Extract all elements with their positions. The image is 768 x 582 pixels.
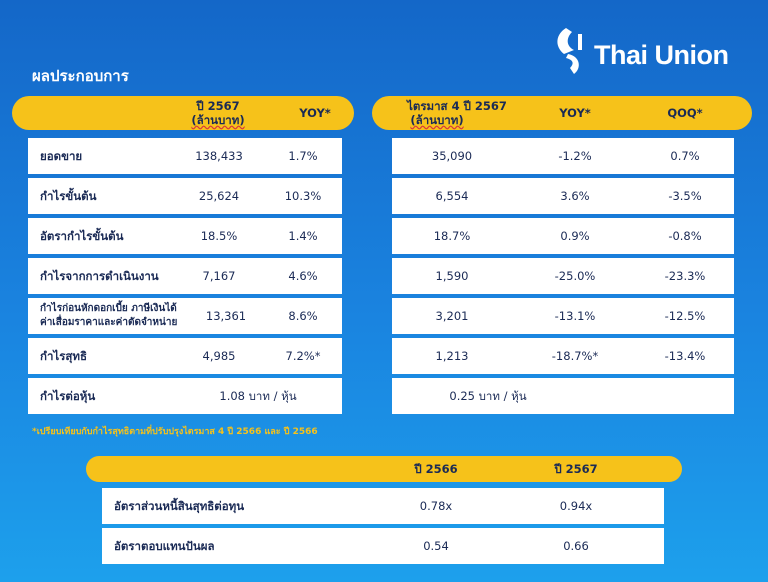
bottom-table-header: ปี 2566 ปี 2567 [86, 456, 682, 482]
row-label: กำไรต่อหุ้น [40, 389, 96, 403]
thai-union-logo [557, 28, 582, 74]
table-row: กำไรสุทธิ 4,985 7.2%* [28, 338, 342, 374]
table-row: อัตราส่วนหนี้สินสุทธิต่อทุน 0.78x 0.94x [102, 488, 664, 524]
footnote: *เปรียบเทียบกับกำไรสุทธิตามที่ปรับปรุงไต… [32, 427, 318, 437]
row-value-yoy: -25.0% [554, 269, 596, 283]
row-value-qoq: -13.4% [664, 349, 706, 363]
row-value-2567: 0.94x [559, 499, 593, 513]
row-label: อัตรากำไรขั้นต้น [40, 229, 124, 243]
page-title: ผลประกอบการ [32, 67, 129, 85]
table-row: 0.25 บาท / หุ้น [392, 378, 734, 414]
row-value-yoy: 0.9% [560, 229, 590, 243]
row-value-yoy: -13.1% [554, 309, 596, 323]
left-header-yoy: YOY* [299, 106, 331, 120]
row-value-yoy: 4.6% [288, 269, 318, 283]
row-value-q4: 18.7% [433, 229, 471, 243]
row-value-yoy: 1.7% [288, 149, 318, 163]
logo-text: Thai Union [594, 40, 729, 70]
row-value-yoy: 1.4% [288, 229, 318, 243]
row-value-q4: 1,590 [435, 269, 469, 283]
row-value-qoq: -3.5% [668, 189, 702, 203]
row-label: อัตราส่วนหนี้สินสุทธิต่อทุน [114, 499, 245, 513]
bottom-header-2567: ปี 2567 [554, 462, 598, 476]
table-row: 35,090 -1.2% 0.7% [392, 138, 734, 174]
row-value-2566: 0.78x [419, 499, 453, 513]
table-row: กำไรจากการดำเนินงาน 7,167 4.6% [28, 258, 342, 294]
table-row: อัตราตอบแทนปันผล 0.54 0.66 [102, 528, 664, 564]
table-row: อัตรากำไรขั้นต้น 18.5% 1.4% [28, 218, 342, 254]
row-label: กำไรจากการดำเนินงาน [40, 269, 159, 283]
row-value-2567: 18.5% [200, 229, 238, 243]
row-value-2567: 0.66 [563, 539, 589, 553]
row-label: ยอดขาย [40, 149, 83, 163]
row-value-q4: 3,201 [435, 309, 469, 323]
left-header-year: ปี 2567 [196, 99, 240, 113]
table-row: กำไรก่อนหักดอกเบี้ย ภาษีเงินได้ ค่าเสื่อ… [28, 298, 342, 334]
row-value-yoy: 10.3% [284, 189, 322, 203]
left-table-header: ปี 2567 (ล้านบาท) YOY* [12, 96, 354, 130]
row-value-yoy: -18.7%* [551, 349, 599, 363]
row-value-eps: 1.08 บาท / หุ้น [219, 389, 297, 403]
row-value-yoy: 8.6% [288, 309, 318, 323]
table-row: 1,213 -18.7%* -13.4% [392, 338, 734, 374]
table-row: กำไรต่อหุ้น 1.08 บาท / หุ้น [28, 378, 342, 414]
table-row: กำไรขั้นต้น 25,624 10.3% [28, 178, 342, 214]
row-value-yoy: 7.2%* [285, 349, 321, 363]
row-value-2567: 4,985 [202, 349, 236, 363]
row-value-2567: 13,361 [205, 309, 247, 323]
right-header-quarter: ไตรมาส 4 ปี 2567 [407, 99, 507, 113]
row-value-q4: 35,090 [431, 149, 473, 163]
row-value-qoq: -12.5% [664, 309, 706, 323]
row-value-eps: 0.25 บาท / หุ้น [449, 389, 527, 403]
row-label-line2: ค่าเสื่อมราคาและค่าตัดจำหน่าย [40, 317, 178, 328]
row-value-2567: 7,167 [202, 269, 236, 283]
row-value-2567: 25,624 [198, 189, 240, 203]
table-row: 1,590 -25.0% -23.3% [392, 258, 734, 294]
row-value-2566: 0.54 [423, 539, 449, 553]
row-label-line1: กำไรก่อนหักดอกเบี้ย ภาษีเงินได้ [40, 303, 177, 314]
row-label: กำไรสุทธิ [40, 349, 87, 363]
row-value-qoq: -0.8% [668, 229, 702, 243]
row-value-q4: 1,213 [435, 349, 469, 363]
row-value-qoq: 0.7% [670, 149, 700, 163]
right-header-unit: (ล้านบาท) [410, 113, 464, 127]
row-value-yoy: -1.2% [558, 149, 592, 163]
row-label: กำไรขั้นต้น [40, 189, 97, 203]
right-header-yoy: YOY* [559, 106, 591, 120]
row-label: อัตราตอบแทนปันผล [114, 539, 215, 553]
row-value-q4: 6,554 [435, 189, 469, 203]
right-table-header: ไตรมาส 4 ปี 2567 (ล้านบาท) YOY* QOQ* [372, 96, 752, 130]
right-header-qoq: QOQ* [667, 106, 703, 120]
table-row: 18.7% 0.9% -0.8% [392, 218, 734, 254]
row-value-2567: 138,433 [195, 149, 243, 163]
table-row: 3,201 -13.1% -12.5% [392, 298, 734, 334]
table-row: 6,554 3.6% -3.5% [392, 178, 734, 214]
row-value-qoq: -23.3% [664, 269, 706, 283]
left-header-unit: (ล้านบาท) [191, 113, 245, 127]
table-row: ยอดขาย 138,433 1.7% [28, 138, 342, 174]
bottom-header-2566: ปี 2566 [414, 462, 458, 476]
row-value-yoy: 3.6% [560, 189, 590, 203]
